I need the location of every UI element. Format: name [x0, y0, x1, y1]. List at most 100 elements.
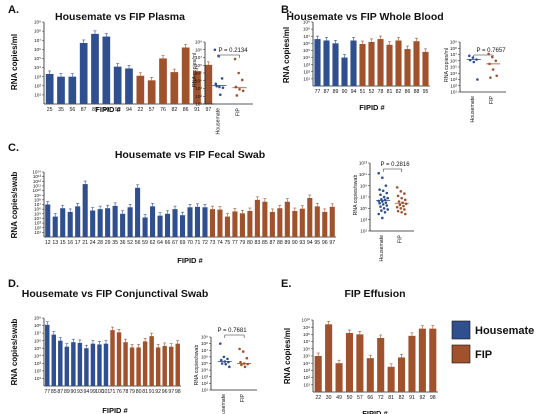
chart-title: Housemate vs FIP Fecal Swab [115, 149, 265, 161]
x-tick-label: 57 [357, 395, 363, 401]
data-point [494, 59, 498, 63]
y-tick-label: 10¹¹ [33, 184, 42, 189]
x-tick-label: 35 [58, 107, 64, 113]
data-point [386, 196, 390, 200]
legend: Housemate FIP [451, 320, 534, 364]
x-tick-label: 94 [126, 107, 132, 113]
bar [413, 41, 420, 86]
x-tick-label: 72 [378, 395, 384, 401]
x-tick-label: Housemate [221, 394, 227, 414]
x-tick-label: 35 [112, 240, 118, 246]
bar [359, 44, 366, 86]
x-tick-label: 98 [175, 389, 181, 395]
x-tick-label: 98 [430, 395, 436, 401]
y-tick-label: 10⁴ [34, 65, 41, 70]
x-tick-label: 71 [110, 389, 116, 395]
y-tick-label: 10⁵ [450, 65, 457, 70]
bar [136, 347, 141, 386]
bar [71, 342, 76, 386]
bar [67, 211, 73, 237]
data-point [224, 362, 227, 366]
y-tick-label: 10¹³ [359, 161, 368, 166]
x-tick-label: 56 [69, 107, 75, 113]
bar [418, 328, 426, 392]
x-tick-label: 88 [277, 240, 283, 246]
y-tick-label: 10⁶ [195, 63, 202, 68]
x-tick-label: 93 [115, 107, 121, 113]
x-tick-label: 85 [262, 240, 268, 246]
data-point [217, 54, 220, 58]
data-point [240, 78, 244, 82]
bar [329, 206, 335, 237]
x-tick-label: 80 [247, 240, 253, 246]
y-tick-label: 10² [195, 94, 202, 99]
y-tick-label: 10³ [34, 361, 41, 366]
bar [181, 47, 190, 104]
data-point [490, 55, 494, 59]
x-tick-label: 25 [47, 107, 53, 113]
bar [398, 357, 406, 392]
x-tick-label: 89 [92, 107, 98, 113]
x-tick-label: Housemate [215, 108, 221, 135]
data-point [380, 209, 383, 212]
data-point [228, 365, 231, 369]
bar [162, 345, 167, 386]
x-tick-label: 29 [105, 240, 111, 246]
x-tick-label: 96 [162, 389, 168, 395]
legend-label-housemate: Housemate [475, 325, 534, 337]
x-tick-label: 100 [95, 389, 104, 395]
x-tick-label: 78 [378, 89, 384, 95]
data-point [381, 176, 384, 180]
bar [429, 328, 437, 392]
data-point [396, 209, 400, 213]
bar [408, 335, 416, 392]
y-axis-label: RNA copies/swab [10, 318, 19, 385]
y-tick-label: 10⁹ [303, 20, 310, 25]
x-tick-label: 62 [150, 240, 156, 246]
y-tick-label: 10³ [195, 86, 202, 91]
bar [142, 341, 148, 386]
data-point [241, 89, 245, 93]
bar [325, 324, 333, 392]
data-point [382, 207, 386, 210]
data-point [219, 93, 222, 96]
data-point [213, 48, 217, 52]
data-point [384, 184, 388, 187]
bar [164, 213, 171, 237]
bar [277, 208, 283, 237]
bar [179, 215, 186, 237]
bar [123, 342, 128, 386]
bar [345, 332, 353, 392]
bar [155, 347, 161, 386]
data-point [403, 208, 406, 211]
data-point [379, 193, 382, 197]
bar [58, 340, 63, 386]
x-tick-label: 22 [315, 395, 321, 401]
x-tick-label: 91 [409, 395, 415, 401]
bar [187, 207, 193, 237]
bar [217, 209, 223, 237]
bar [79, 42, 88, 104]
x-tick-label: 66 [165, 240, 171, 246]
y-axis-label: RNA copies/swab [10, 171, 19, 238]
y-tick-label: 10¹ [303, 382, 310, 387]
data-point [395, 205, 399, 209]
y-tick-label: 10¹ [303, 76, 310, 81]
data-point [402, 204, 405, 208]
data-point [395, 186, 399, 189]
bar [307, 198, 313, 237]
data-point [381, 203, 385, 206]
y-tick-label: 10¹ [360, 229, 367, 234]
y-axis-label: RNA copies/ml [444, 48, 450, 82]
p-value-label: P = 0.7657 [476, 48, 506, 54]
x-tick-label: 66 [367, 395, 373, 401]
bar [341, 57, 348, 86]
bar [299, 208, 305, 237]
x-tick-label: 77 [315, 89, 321, 95]
y-tick-label: 10⁶ [450, 58, 457, 63]
y-tick-label: 10⁶ [201, 354, 208, 359]
legend-swatch-fip [451, 344, 471, 364]
x-tick-label: 91 [194, 107, 200, 113]
x-tick-label: 21 [82, 240, 88, 246]
y-tick-label: 10³ [34, 221, 41, 226]
